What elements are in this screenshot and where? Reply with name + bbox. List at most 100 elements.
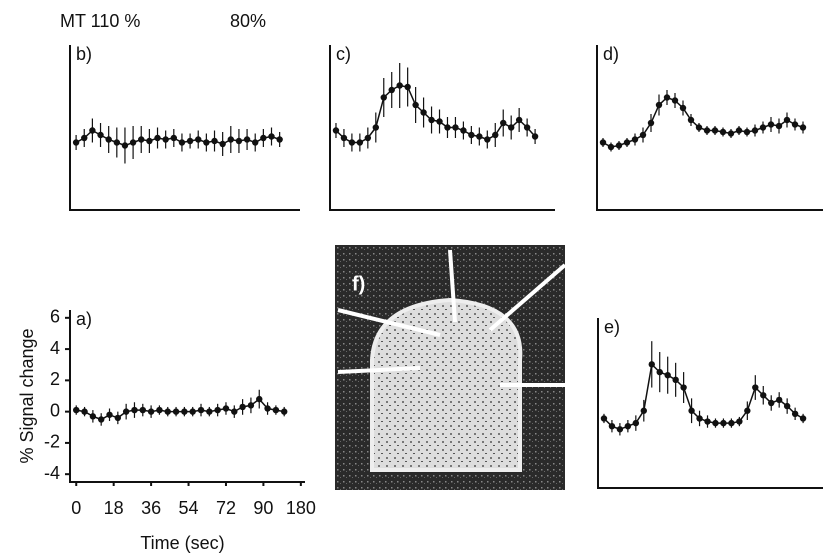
- data-point: [162, 136, 169, 143]
- data-point: [332, 127, 340, 134]
- panel-label: d): [603, 44, 619, 64]
- panel-label: e): [604, 317, 620, 337]
- x-axis-label: Time (sec): [140, 533, 224, 553]
- data-point: [783, 402, 791, 410]
- data-point: [164, 408, 171, 415]
- data-point: [89, 127, 96, 134]
- data-point: [396, 82, 403, 89]
- data-point: [600, 415, 608, 422]
- data-point: [500, 119, 507, 127]
- data-point: [211, 137, 218, 145]
- data-point: [624, 422, 632, 430]
- y-tick-label: 6: [50, 307, 60, 327]
- data-point: [203, 139, 210, 146]
- data-point: [131, 406, 138, 414]
- data-point: [113, 139, 121, 146]
- data-point: [647, 119, 655, 127]
- data-point: [719, 128, 727, 136]
- data-point: [468, 131, 475, 139]
- data-point: [114, 414, 122, 422]
- axis-line: [597, 318, 823, 489]
- data-point: [264, 405, 271, 412]
- data-point: [783, 116, 791, 124]
- axis-line: [69, 45, 300, 211]
- annotation: MT 110 %: [60, 11, 140, 31]
- data-point: [775, 122, 783, 130]
- pointer-line: [337, 366, 421, 374]
- data-point: [81, 408, 88, 415]
- data-point: [97, 131, 104, 139]
- data-point: [380, 94, 387, 101]
- data-point: [735, 127, 743, 134]
- data-point: [639, 131, 647, 139]
- x-tick-label: 18: [104, 498, 124, 518]
- pointer-line: [488, 263, 567, 332]
- data-point: [72, 139, 80, 146]
- data-point: [356, 139, 364, 146]
- data-point: [531, 133, 539, 140]
- data-point: [791, 121, 799, 128]
- data-point: [276, 136, 283, 143]
- data-point: [728, 419, 735, 427]
- data-point: [170, 134, 178, 142]
- data-point: [507, 124, 515, 131]
- data-point: [195, 136, 202, 143]
- x-tick-label: 0: [71, 498, 81, 518]
- series-line: [603, 362, 804, 431]
- data-point: [704, 418, 711, 425]
- data-point: [760, 392, 767, 399]
- data-point: [219, 140, 226, 148]
- data-point: [476, 133, 483, 140]
- data-point: [767, 121, 775, 128]
- data-point: [231, 408, 238, 415]
- data-point: [484, 136, 491, 143]
- data-point: [751, 127, 759, 134]
- data-point: [752, 384, 759, 391]
- data-point: [623, 139, 631, 146]
- data-point: [656, 368, 663, 376]
- axis-line: [69, 310, 305, 483]
- data-point: [206, 408, 213, 415]
- data-point: [189, 408, 196, 415]
- data-point: [679, 104, 687, 112]
- data-point: [197, 406, 205, 414]
- data-point: [664, 371, 671, 379]
- axis-line: [596, 45, 823, 211]
- data-point: [156, 406, 163, 414]
- image-label: f): [352, 273, 365, 295]
- data-point: [599, 139, 607, 146]
- data-point: [138, 136, 145, 143]
- brain-image: f): [335, 245, 567, 490]
- data-point: [235, 137, 243, 145]
- data-point: [372, 124, 379, 131]
- data-point: [239, 403, 246, 411]
- data-point: [775, 396, 783, 404]
- data-point: [696, 415, 703, 422]
- data-point: [388, 86, 395, 94]
- data-point: [122, 408, 130, 415]
- y-tick-label: 4: [50, 338, 60, 358]
- data-point: [281, 408, 288, 415]
- data-point: [695, 124, 703, 131]
- panel-label: c): [336, 44, 351, 64]
- data-point: [186, 137, 194, 145]
- data-point: [222, 405, 230, 412]
- data-point: [154, 134, 161, 142]
- data-point: [129, 139, 137, 146]
- data-point: [608, 422, 616, 430]
- data-point: [243, 136, 251, 143]
- data-point: [146, 137, 153, 145]
- data-point: [616, 426, 624, 433]
- data-point: [452, 124, 459, 131]
- data-point: [615, 142, 623, 149]
- data-point: [672, 376, 679, 384]
- panel-label: b): [76, 44, 92, 64]
- data-point: [214, 406, 221, 414]
- pointer-line: [337, 308, 441, 337]
- y-tick-label: 0: [50, 400, 60, 420]
- data-point: [420, 109, 427, 116]
- y-axis-label: % Signal change: [17, 328, 37, 463]
- data-point: [178, 139, 186, 146]
- data-point: [663, 94, 671, 101]
